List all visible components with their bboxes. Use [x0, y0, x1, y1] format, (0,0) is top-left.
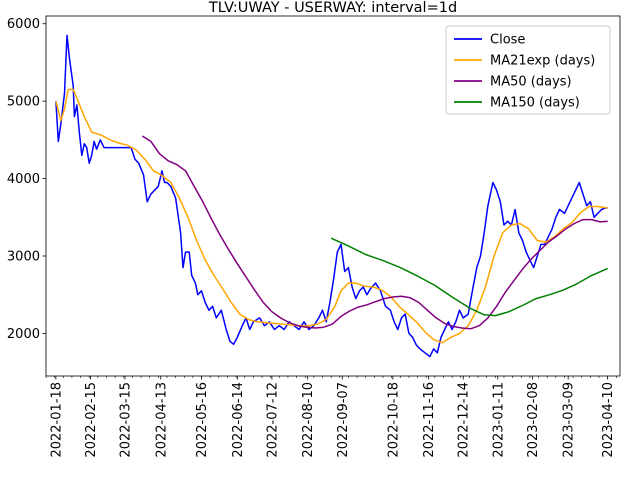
x-tick-label: 2023-01-11	[491, 382, 506, 458]
series-line-0	[55, 34, 608, 358]
y-tick-label: 4000	[7, 172, 40, 187]
y-tick-label: 5000	[7, 95, 40, 110]
y-axis: 2000 3000 4000 5000 6000	[7, 17, 46, 342]
x-tick-label: 2022-12-14	[457, 382, 472, 458]
x-axis: 2022-01-18 2022-02-15 2022-03-15 2022-04-13…	[45, 376, 617, 458]
chart-title: TLV:UWAY - USERWAY: interval=1d	[208, 0, 457, 16]
x-tick-label: 2022-10-18	[386, 382, 401, 458]
x-tick-label: 2022-05-16	[195, 382, 210, 458]
legend: Close MA21exp (days) MA50 (days) MA150 (day…	[445, 25, 611, 115]
series-line-3	[330, 237, 609, 317]
series-line-1	[55, 88, 608, 344]
legend-label-3: MA150 (days)	[490, 96, 580, 111]
x-tick-label: 2022-04-13	[154, 382, 169, 458]
y-tick-label: 6000	[7, 17, 40, 32]
y-tick-label: 2000	[7, 327, 40, 342]
x-tick-label: 2022-03-15	[119, 382, 134, 458]
plot-frame	[45, 15, 621, 377]
legend-box	[445, 25, 611, 115]
x-tick-label: 2023-04-10	[601, 382, 616, 458]
x-tick-label: 2022-08-10	[301, 382, 316, 458]
legend-label-1: MA21exp (days)	[490, 54, 595, 69]
legend-label-0: Close	[490, 33, 525, 48]
x-tick-label: 2022-01-18	[49, 382, 64, 458]
x-tick-label: 2022-09-07	[336, 382, 351, 458]
x-tick-label: 2022-11-16	[422, 382, 437, 458]
plot-lines	[55, 34, 609, 358]
x-tick-label: 2023-02-08	[526, 382, 541, 458]
x-tick-label: 2023-03-09	[562, 382, 577, 458]
x-tick-label: 2022-06-14	[231, 382, 246, 458]
x-tick-label: 2022-02-15	[84, 382, 99, 458]
x-tick-label: 2022-07-12	[265, 382, 280, 458]
y-tick-label: 3000	[7, 250, 40, 265]
series-line-2	[141, 135, 608, 330]
legend-label-2: MA50 (days)	[490, 75, 572, 90]
